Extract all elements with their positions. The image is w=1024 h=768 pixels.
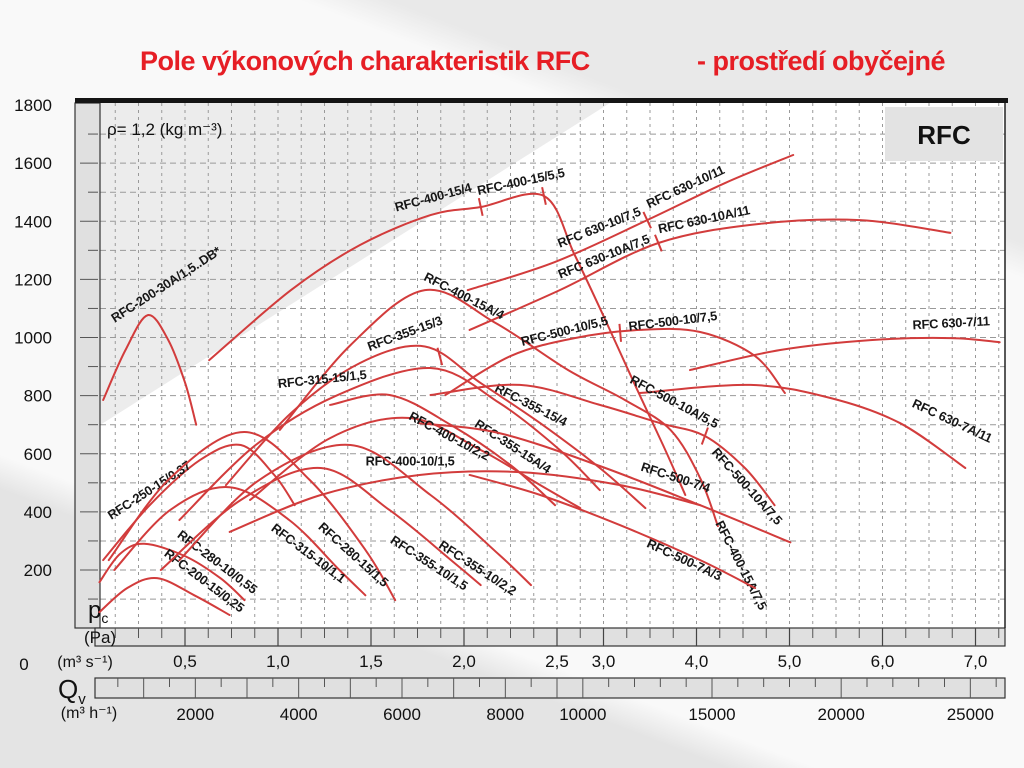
flow-h-axis-unit: (m³ h⁻¹): [61, 705, 117, 722]
y-axis-tick-label: 200: [24, 561, 52, 580]
grid: [100, 103, 1005, 628]
flow-h-tick-label: 15000: [688, 705, 735, 724]
flow-axis-symbol: Qv: [58, 674, 86, 708]
y-axis-tick-label: 800: [24, 387, 52, 406]
fan-performance-chart: RFC 1800 1600 1400 1200 1000 800 600 400 200 0,5 1,…: [14, 96, 1008, 724]
density-annotation: ρ= 1,2 (kg m⁻³): [107, 120, 222, 139]
flow-h-tick-label: 10000: [559, 705, 606, 724]
y-axis-tick-label: 1800: [14, 96, 52, 115]
curve-RFC-280-10: [98, 542, 246, 602]
curve-label: RFC 630-7/11: [912, 313, 990, 332]
curve-RFC-400-15A: [278, 288, 719, 528]
curve-RFC-355-15: [224, 344, 647, 510]
curve-RFC-400-15: [208, 192, 687, 496]
flow-s-tick-label: 0,5: [173, 652, 197, 671]
curve-RFC-500-7A: [468, 473, 757, 589]
y-axis-tick-label: 400: [24, 503, 52, 522]
y-axis-tick-label: 600: [24, 445, 52, 464]
curve-RFC 630-7/11: [688, 336, 1001, 372]
curve-RFC-400-10/2,2: [249, 416, 582, 510]
curve-RFC-280-15: [107, 430, 397, 602]
flow-h-tick-label: 8000: [486, 705, 524, 724]
curve-RFC-200-15: [98, 576, 231, 616]
curve-RFC-200-30A/1,5..DB*: [102, 314, 198, 426]
rfc-badge-label: RFC: [917, 120, 971, 150]
y-axis-tick-label: 1000: [14, 329, 52, 348]
curve-RFC-500-7: [418, 422, 792, 544]
flow-h-ruler: [94, 677, 1006, 699]
curve-segment-tick: [618, 323, 623, 342]
flow-h-tick-label: 6000: [383, 705, 421, 724]
curve-segment-tick: [541, 186, 547, 205]
curve-segment-tick: [700, 427, 709, 445]
pressure-axis-symbol: pc: [88, 597, 108, 626]
curve-RFC 630-7A/11: [638, 383, 967, 469]
flow-h-tick-label: 2000: [176, 705, 214, 724]
flow-s-tick-label: 1,5: [359, 652, 383, 671]
flow-h-tick-label: 4000: [280, 705, 318, 724]
curve-RFC-500-10: [444, 327, 786, 397]
curve-RFC 630-10A: [468, 218, 952, 331]
curve-RFC-315-15: [178, 366, 601, 522]
curve-RFC-400-10/1,5: [228, 470, 702, 533]
flow-s-tick-label: 2,5: [545, 652, 569, 671]
curve-RFC-500-10A: [429, 383, 776, 507]
curve-segment-tick: [477, 197, 484, 217]
flow-s-tick-label: 7,0: [964, 652, 988, 671]
flow-s-ruler-ticks: [114, 628, 1000, 646]
pressure-ruler-ticks: [80, 133, 98, 600]
y-axis-tick-label: 1600: [14, 154, 52, 173]
page-title: Pole výkonových charakteristik RFC: [140, 46, 590, 76]
pressure-axis-unit: (Pa): [84, 628, 116, 647]
flow-s-tick-label: 4,0: [685, 652, 709, 671]
flow-s-tick-label: 1,0: [266, 652, 290, 671]
page-title-suffix: - prostředí obyčejné: [697, 46, 946, 76]
y-axis-tick-label: 1400: [14, 212, 52, 231]
flow-s-axis-unit: (m³ s⁻¹): [57, 654, 113, 671]
y-axis-tick-label: 1200: [14, 270, 52, 289]
flow-s-tick-label: 2,0: [452, 652, 476, 671]
flow-s-tick-label: 5,0: [778, 652, 802, 671]
flow-h-tick-label: 25000: [947, 705, 994, 724]
curve-label: RFC-400-10/1,5: [366, 453, 455, 468]
pressure-ruler: [74, 102, 101, 629]
curve-RFC-315-10: [113, 486, 367, 597]
flow-h-tick-label: 20000: [818, 705, 865, 724]
axis-origin-label: 0: [19, 655, 28, 674]
flow-h-ruler-ticks: [117, 678, 997, 698]
curve-RFC-355-10/2,2: [178, 443, 532, 587]
curve-segment-tick: [436, 347, 444, 366]
curve-segment-tick: [642, 211, 652, 229]
flow-s-tick-label: 6,0: [871, 652, 895, 671]
flow-s-ruler: [94, 627, 1006, 647]
curve-segment-tick: [654, 234, 663, 252]
flow-s-tick-label: 3,0: [592, 652, 616, 671]
rfc-badge: [885, 107, 1003, 161]
plot-top-border: [75, 98, 1008, 103]
